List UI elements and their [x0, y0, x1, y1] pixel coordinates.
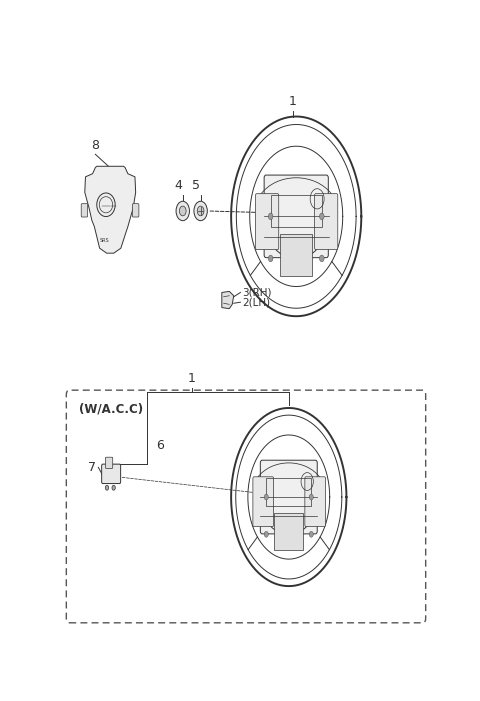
FancyBboxPatch shape: [255, 193, 279, 250]
Text: 8: 8: [91, 139, 99, 151]
Text: (W/A.C.C): (W/A.C.C): [79, 402, 143, 416]
Text: 7: 7: [88, 461, 96, 474]
FancyBboxPatch shape: [260, 460, 317, 534]
FancyBboxPatch shape: [253, 477, 274, 526]
Text: 1: 1: [288, 95, 297, 109]
Text: 6: 6: [156, 440, 164, 452]
Circle shape: [320, 255, 324, 262]
FancyBboxPatch shape: [264, 175, 328, 258]
FancyBboxPatch shape: [81, 204, 88, 217]
Text: 5: 5: [192, 179, 200, 192]
FancyBboxPatch shape: [132, 204, 139, 217]
Circle shape: [309, 494, 313, 500]
Circle shape: [268, 213, 273, 219]
FancyBboxPatch shape: [106, 457, 113, 468]
FancyBboxPatch shape: [275, 512, 303, 550]
Text: 4: 4: [174, 179, 182, 192]
Text: 3(RH): 3(RH): [242, 287, 272, 297]
Polygon shape: [222, 292, 234, 308]
FancyBboxPatch shape: [102, 464, 120, 484]
Circle shape: [194, 201, 207, 221]
FancyBboxPatch shape: [305, 477, 325, 526]
Circle shape: [180, 206, 186, 216]
Text: 2(LH): 2(LH): [242, 297, 270, 307]
Circle shape: [112, 485, 115, 490]
Circle shape: [105, 485, 108, 490]
Circle shape: [268, 255, 273, 262]
FancyBboxPatch shape: [314, 193, 338, 250]
Circle shape: [320, 213, 324, 219]
Circle shape: [197, 206, 204, 216]
Circle shape: [309, 531, 313, 537]
Circle shape: [264, 531, 268, 537]
Circle shape: [264, 494, 268, 500]
Text: SRS: SRS: [100, 238, 110, 243]
Text: 1: 1: [188, 372, 196, 386]
FancyBboxPatch shape: [280, 234, 312, 276]
Polygon shape: [85, 166, 136, 253]
Circle shape: [176, 201, 190, 221]
